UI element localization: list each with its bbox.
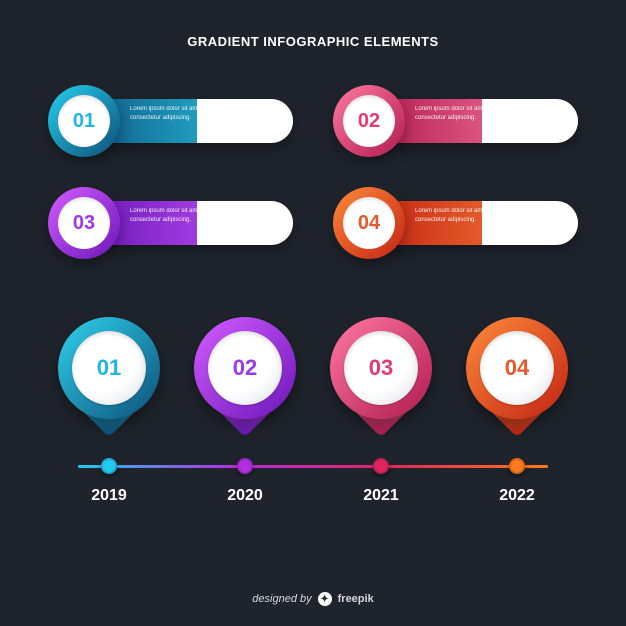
pill-ring: 02 [333,85,405,157]
pin-number: 03 [369,355,393,381]
pill-text: Lorem ipsum dolor sit amet, consectetur … [415,105,515,123]
pill-number: 01 [73,110,95,133]
attribution-prefix: designed by [252,593,311,605]
pill-ring: 01 [48,85,120,157]
timeline-node [101,458,117,474]
pill-circle: 03 [58,197,110,249]
timeline-node [237,458,253,474]
pill-text: Lorem ipsum dolor sit amet, consectetur … [130,207,230,225]
pin-number: 04 [505,355,529,381]
infographic-canvas: GRADIENT INFOGRAPHIC ELEMENTS Lorem ipsu… [0,0,626,626]
pin-head: 01 [58,317,160,419]
pill-card: Lorem ipsum dolor sit amet, consectetur … [333,187,578,259]
pill-circle: 02 [343,95,395,147]
pill-text: Lorem ipsum dolor sit amet, consectetur … [130,105,230,123]
pin-inner-circle: 01 [72,331,146,405]
freepik-logo-icon: ✦ [318,592,332,606]
pin-year: 2021 [326,487,436,505]
pin-year: 2019 [54,487,164,505]
pin-number: 01 [97,355,121,381]
pin-year: 2020 [190,487,300,505]
attribution: designed by ✦ freepik [0,592,626,606]
pill-ring: 04 [333,187,405,259]
pin-number: 02 [233,355,257,381]
pill-number: 04 [358,212,380,235]
pin-row: 01 2019 02 2020 03 2021 04 2022 [54,317,572,527]
pill-ring: 03 [48,187,120,259]
pin-head: 03 [330,317,432,419]
pill-grid: Lorem ipsum dolor sit amet, consectetur … [48,85,578,259]
pill-circle: 04 [343,197,395,249]
pill-card: Lorem ipsum dolor sit amet, consectetur … [48,85,293,157]
pill-text: Lorem ipsum dolor sit amet, consectetur … [415,207,515,225]
timeline-pin: 04 2022 [462,317,572,527]
pill-card: Lorem ipsum dolor sit amet, consectetur … [333,85,578,157]
timeline-node [509,458,525,474]
attribution-brand: freepik [338,593,374,605]
pill-number: 03 [73,212,95,235]
page-title: GRADIENT INFOGRAPHIC ELEMENTS [48,34,578,49]
pin-head: 04 [466,317,568,419]
timeline-pin: 01 2019 [54,317,164,527]
pill-number: 02 [358,110,380,133]
pin-inner-circle: 03 [344,331,418,405]
pill-card: Lorem ipsum dolor sit amet, consectetur … [48,187,293,259]
timeline: 01 2019 02 2020 03 2021 04 2022 [54,317,572,527]
timeline-pin: 02 2020 [190,317,300,527]
pin-year: 2022 [462,487,572,505]
pin-head: 02 [194,317,296,419]
pin-inner-circle: 02 [208,331,282,405]
timeline-pin: 03 2021 [326,317,436,527]
timeline-node [373,458,389,474]
pin-inner-circle: 04 [480,331,554,405]
pill-circle: 01 [58,95,110,147]
